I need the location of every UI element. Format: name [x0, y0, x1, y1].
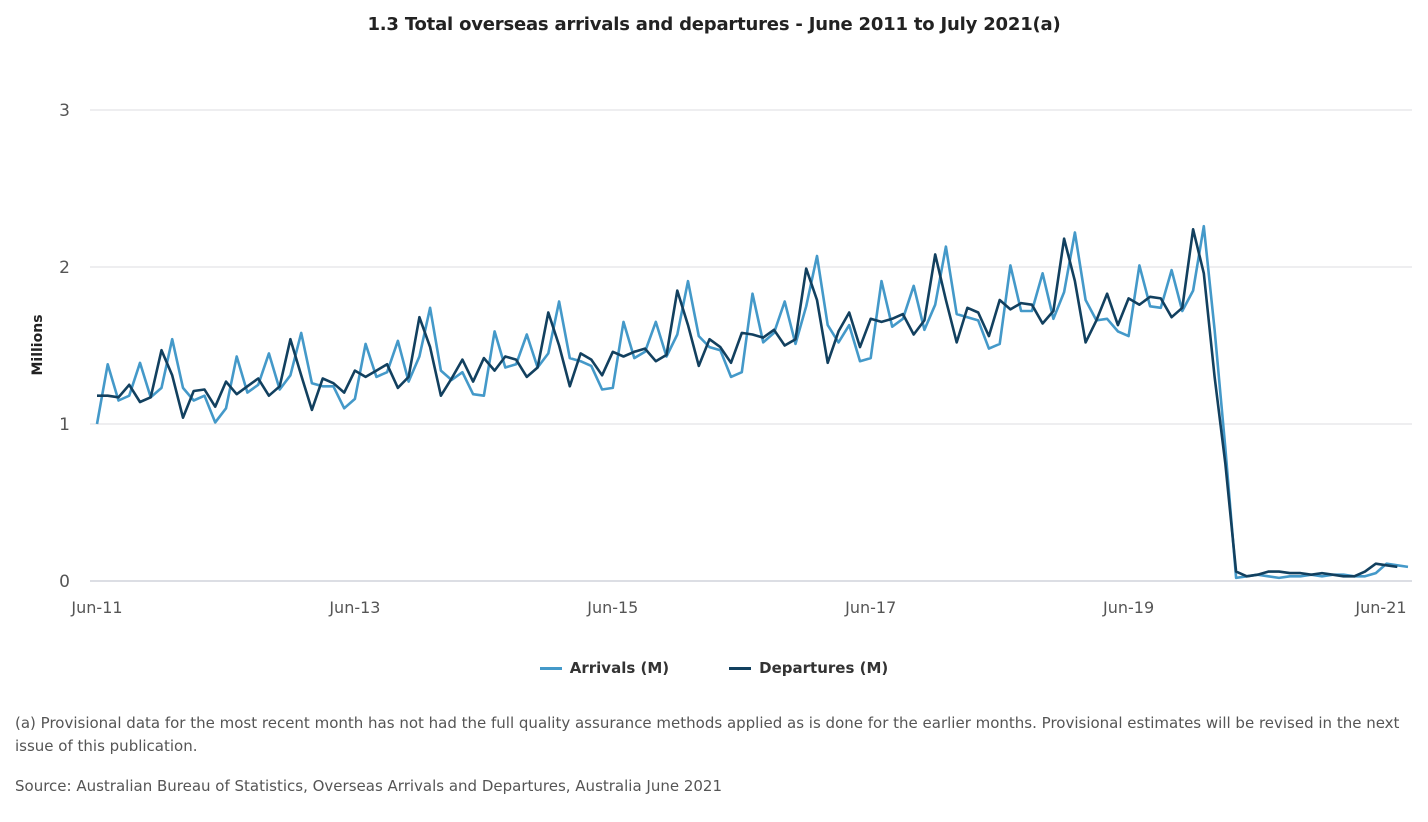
series-line-arrivals: [95, 224, 1409, 580]
series-line-departures: [97, 228, 1398, 578]
legend-label-arrivals: Arrivals (M): [569, 659, 670, 677]
line-chart: 0 1 2 3 Jun-11 Jun-13 Jun-15 Jun-17 Jun-19 Jun-2…: [30, 101, 1412, 617]
source-note: Source: Australian Bureau of Statistics,…: [15, 777, 723, 795]
y-axis-ticks: 0 1 2 3: [59, 101, 70, 592]
legend-label-departures: Departures (M): [759, 659, 889, 677]
chart-title: 1.3 Total overseas arrivals and departur…: [367, 14, 1061, 35]
legend-item-departures[interactable]: Departures (M): [729, 659, 888, 677]
x-tick-label: Jun-21: [1354, 598, 1406, 617]
x-tick-label: Jun-19: [1102, 598, 1154, 617]
y-tick-label: 1: [59, 415, 70, 435]
legend: Arrivals (M) Departures (M): [0, 659, 1428, 677]
y-tick-label: 0: [59, 572, 70, 592]
x-tick-label: Jun-11: [70, 598, 122, 617]
y-axis-label: Millions: [30, 314, 46, 375]
x-tick-label: Jun-17: [844, 598, 896, 617]
footnote: (a) Provisional data for the most recent…: [15, 714, 1400, 755]
legend-item-arrivals[interactable]: Arrivals (M): [539, 659, 670, 677]
x-axis-ticks: Jun-11 Jun-13 Jun-15 Jun-17 Jun-19 Jun-21: [70, 598, 1406, 617]
x-tick-label: Jun-15: [586, 598, 638, 617]
departures-swatch: [729, 666, 752, 670]
y-tick-label: 2: [59, 258, 70, 278]
series-lines: [95, 224, 1409, 580]
y-tick-label: 3: [59, 101, 70, 121]
x-tick-label: Jun-13: [328, 598, 380, 617]
gridlines: [90, 109, 1412, 582]
arrivals-swatch: [539, 666, 562, 670]
